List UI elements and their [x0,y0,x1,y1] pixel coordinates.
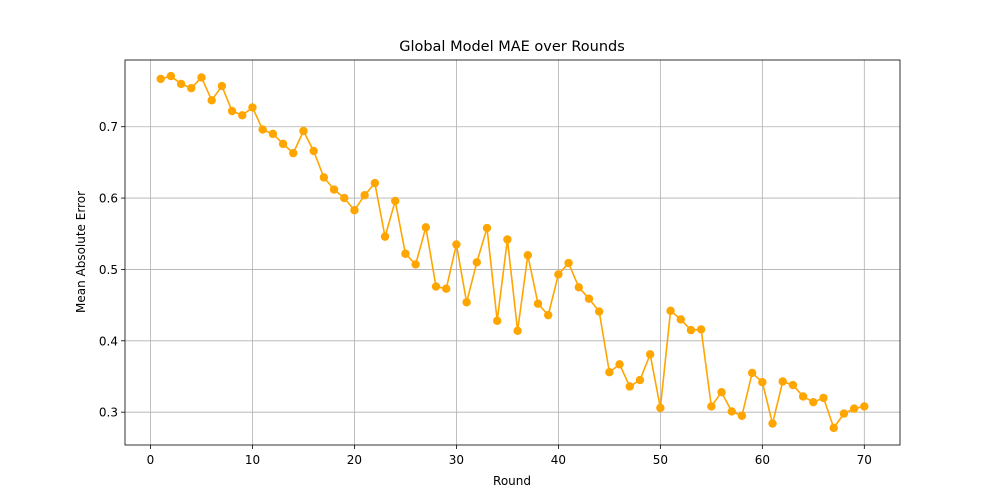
data-point [645,350,655,359]
y-tick-label: 0.5 [99,263,118,277]
x-tick-label: 0 [147,453,155,467]
data-point [737,411,747,420]
data-point [452,240,461,249]
data-point [707,402,716,411]
data-point [442,284,451,293]
data-point [421,223,431,232]
data-point [564,258,573,268]
data-point [849,404,859,413]
data-point [676,315,685,324]
data-point [839,409,849,418]
data-point [217,81,227,91]
x-tick-label: 20 [347,453,362,467]
data-point [340,193,349,203]
grid-lines [125,60,900,445]
y-tick-label: 0.3 [99,406,118,420]
data-point [370,178,380,188]
y-axis-label: Mean Absolute Error [74,191,88,313]
data-point [625,382,634,391]
data-point [605,368,614,377]
data-point [248,103,257,112]
x-axis-label: Round [493,474,531,488]
data-point [319,173,329,182]
data-point [829,423,838,433]
data-point [696,325,706,334]
data-point [187,83,196,93]
data-point [513,326,522,336]
x-tick-label: 60 [755,453,770,467]
data-point [798,392,808,401]
data-point [819,393,828,403]
data-point [380,232,390,241]
data-point [391,196,400,206]
x-tick-label: 10 [245,453,260,467]
x-tick-label: 50 [653,453,668,467]
data-point [309,146,318,156]
data-point [594,307,604,316]
data-point [727,407,736,416]
data-point [268,129,278,139]
data-point [227,106,237,116]
data-point [360,191,369,200]
data-point [686,325,696,335]
data-point [176,79,186,89]
data-point [533,299,543,308]
data-point [584,294,594,303]
data-point [289,148,298,158]
data-point [758,378,767,387]
data-point [482,223,492,233]
data-point [299,126,308,136]
data-point [401,249,410,258]
data-point [156,74,165,84]
data-point [768,419,777,428]
data-point [258,125,267,134]
x-tick-label: 30 [449,453,464,467]
data-point [635,375,645,385]
data-point [503,235,512,244]
data-point [197,73,206,82]
y-tick-label: 0.7 [99,120,118,134]
data-point [717,387,726,397]
data-point [656,403,665,413]
data-point [666,306,675,316]
data-point [809,397,818,407]
data-point [278,139,288,149]
data-point [238,111,247,120]
data-point [493,316,502,326]
data-point [615,360,624,369]
data-point [329,185,339,194]
data-point [166,71,176,81]
x-axis: 0 10 20 30 40 50 60 70 [147,445,872,467]
series-group [156,71,869,433]
series-line [160,75,865,429]
data-point [207,96,216,105]
data-point [543,310,553,320]
data-point [574,283,583,292]
data-point [860,402,869,411]
y-tick-label: 0.6 [99,192,118,206]
data-point [350,206,359,215]
data-point [462,298,471,307]
data-point [411,260,420,269]
data-point [554,270,563,279]
data-point [523,250,532,260]
data-point [747,368,757,378]
y-tick-label: 0.4 [99,334,118,348]
x-tick-label: 70 [857,453,872,467]
data-point [788,380,798,390]
data-point [472,258,482,267]
data-point [778,377,787,386]
y-axis: 0.3 0.4 0.5 0.6 0.7 [99,120,125,420]
chart-title: Global Model MAE over Rounds [399,39,625,55]
x-tick-label: 40 [551,453,566,467]
data-point [431,282,441,291]
plot-frame [124,59,901,446]
